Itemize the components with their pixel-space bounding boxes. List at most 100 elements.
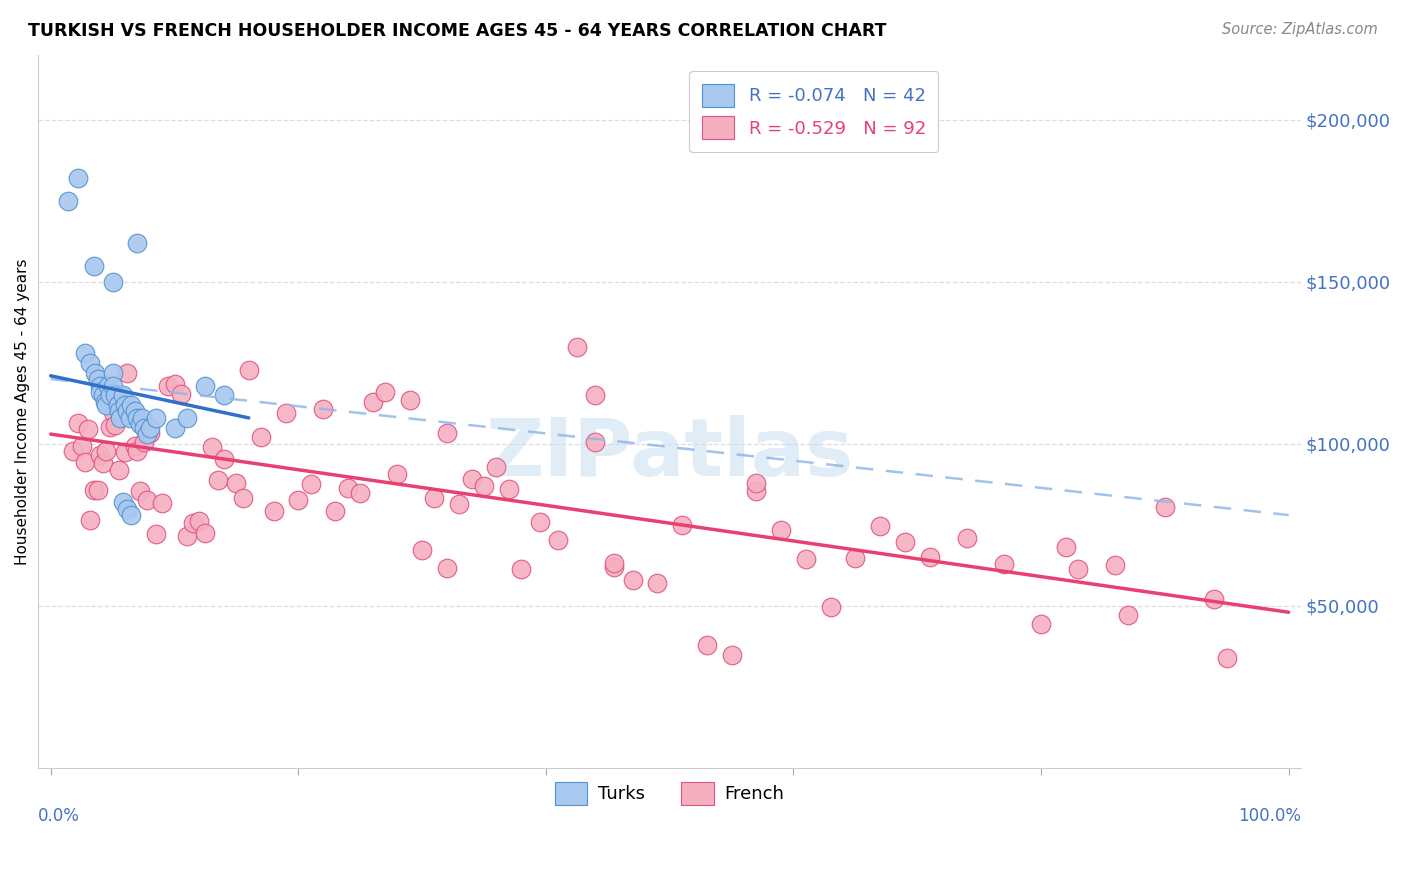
Point xyxy=(194,526,217,541)
Point xyxy=(794,551,817,566)
Point xyxy=(844,551,866,566)
Point xyxy=(91,456,114,470)
Point xyxy=(101,378,124,392)
Point xyxy=(869,519,891,533)
Point xyxy=(583,435,606,450)
Point xyxy=(98,419,121,434)
Text: Source: ZipAtlas.com: Source: ZipAtlas.com xyxy=(1222,22,1378,37)
Point xyxy=(132,420,155,434)
Point xyxy=(136,427,159,442)
Point xyxy=(101,275,124,289)
Point xyxy=(70,439,93,453)
Point xyxy=(75,346,97,360)
Point xyxy=(89,378,111,392)
Point xyxy=(436,425,458,440)
Point xyxy=(460,472,482,486)
Point xyxy=(207,474,229,488)
Point xyxy=(312,402,335,417)
Point xyxy=(1153,500,1175,514)
Point xyxy=(1204,592,1226,607)
Point xyxy=(101,366,124,380)
Point xyxy=(325,503,347,517)
Point xyxy=(89,384,111,399)
Point xyxy=(118,410,141,425)
Point xyxy=(1054,540,1077,554)
Point xyxy=(75,455,97,469)
Point xyxy=(745,475,768,490)
Point xyxy=(111,495,134,509)
Point xyxy=(547,533,569,548)
Point xyxy=(603,556,626,570)
Point xyxy=(201,440,224,454)
Point xyxy=(111,410,134,425)
Point xyxy=(108,410,131,425)
Point xyxy=(163,420,186,434)
Point xyxy=(603,560,626,574)
Point xyxy=(131,410,153,425)
Point xyxy=(621,573,644,587)
Point xyxy=(336,481,359,495)
Point xyxy=(745,483,768,498)
Point xyxy=(97,378,120,392)
Point xyxy=(176,410,198,425)
Point xyxy=(194,378,217,392)
Point xyxy=(98,388,121,402)
Point xyxy=(565,340,588,354)
Point xyxy=(128,417,150,432)
Point xyxy=(157,379,180,393)
Point xyxy=(212,452,235,467)
Point xyxy=(1104,558,1126,572)
Y-axis label: Householder Income Ages 45 - 64 years: Householder Income Ages 45 - 64 years xyxy=(15,258,30,565)
Point xyxy=(84,366,107,380)
Point xyxy=(1067,562,1090,576)
Point xyxy=(111,388,134,402)
Point xyxy=(232,491,254,505)
Point xyxy=(349,485,371,500)
Text: 0.0%: 0.0% xyxy=(38,807,80,825)
Point xyxy=(145,526,167,541)
Point xyxy=(472,479,495,493)
Point xyxy=(96,444,118,458)
Point xyxy=(104,417,127,432)
Point xyxy=(87,483,110,498)
Point xyxy=(238,362,260,376)
Point xyxy=(76,422,98,436)
Point xyxy=(263,504,285,518)
Point xyxy=(66,416,89,430)
Point xyxy=(181,516,204,530)
Point xyxy=(820,600,842,615)
Point xyxy=(132,434,155,449)
Point xyxy=(529,515,551,529)
Point xyxy=(117,404,139,418)
Point xyxy=(250,430,273,444)
Point xyxy=(645,576,668,591)
Point xyxy=(398,392,420,407)
Point xyxy=(170,387,193,401)
Point xyxy=(124,404,146,418)
Point xyxy=(139,425,162,440)
Point xyxy=(163,377,186,392)
Point xyxy=(671,517,693,532)
Point xyxy=(89,448,111,462)
Point xyxy=(956,532,979,546)
Point xyxy=(114,398,136,412)
Point xyxy=(510,562,533,576)
Point xyxy=(274,406,297,420)
Point xyxy=(127,410,149,425)
Point xyxy=(411,542,433,557)
Point xyxy=(79,513,101,527)
Point xyxy=(583,388,606,402)
Point xyxy=(127,235,149,250)
Point xyxy=(62,444,84,458)
Point xyxy=(176,529,198,543)
Point xyxy=(894,534,917,549)
Point xyxy=(117,501,139,516)
Point xyxy=(485,460,508,475)
Point xyxy=(128,484,150,499)
Point xyxy=(120,398,142,412)
Point xyxy=(107,404,129,418)
Point xyxy=(124,438,146,452)
Point xyxy=(225,476,247,491)
Point xyxy=(361,395,384,409)
Point xyxy=(188,514,211,528)
